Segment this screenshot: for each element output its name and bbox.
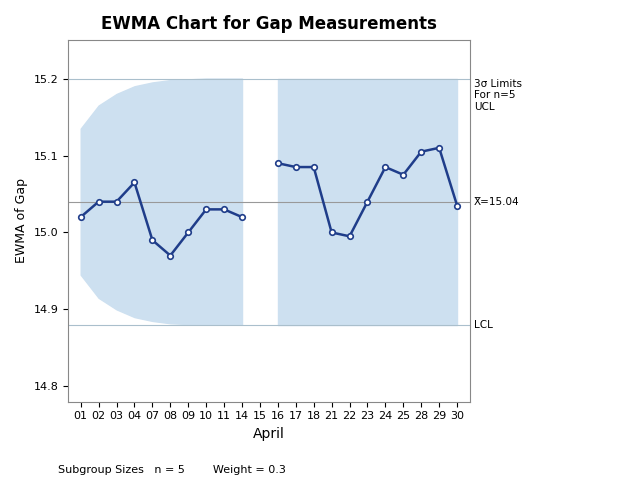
Text: X̅=15.04: X̅=15.04 bbox=[474, 197, 519, 207]
Title: EWMA Chart for Gap Measurements: EWMA Chart for Gap Measurements bbox=[101, 15, 437, 33]
Text: LCL: LCL bbox=[474, 320, 493, 330]
Y-axis label: EWMA of Gap: EWMA of Gap bbox=[15, 179, 28, 264]
X-axis label: April: April bbox=[253, 427, 285, 441]
Text: Subgroup Sizes   n = 5        Weight = 0.3: Subgroup Sizes n = 5 Weight = 0.3 bbox=[58, 465, 285, 475]
Text: 3σ Limits
For n=5
UCL: 3σ Limits For n=5 UCL bbox=[474, 79, 522, 112]
